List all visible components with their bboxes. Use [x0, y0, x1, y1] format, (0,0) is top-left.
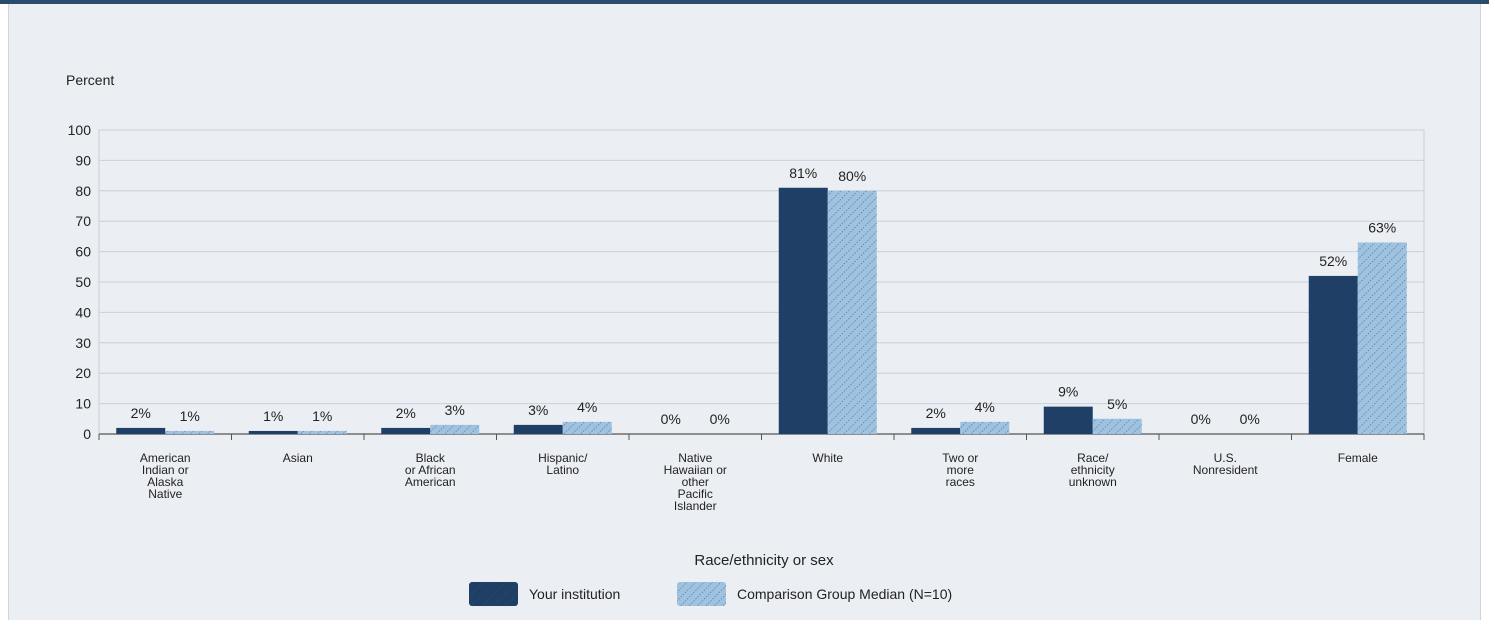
- bar-your-institution: [911, 427, 961, 434]
- value-label-comparison-median: 1%: [312, 408, 332, 424]
- bar-your-institution: [778, 187, 828, 434]
- bar-comparison-median: [297, 430, 347, 434]
- x-category-label: Hispanic/Latino: [538, 451, 588, 477]
- y-tick-label: 40: [75, 304, 91, 320]
- x-category-label: American Indian or Alaska Native: [140, 451, 191, 501]
- legend-label-comparison-group: Comparison Group Median (N=10): [737, 586, 952, 602]
- value-label-comparison-median: 1%: [180, 408, 200, 424]
- legend-label-your-institution: Your institution: [529, 586, 620, 602]
- bar-your-institution: [513, 424, 563, 434]
- bar-comparison-median: [165, 430, 215, 434]
- y-tick-label: 20: [75, 365, 91, 381]
- bar-comparison-median: [827, 190, 877, 434]
- x-axis-title: Race/ethnicity or sex: [694, 552, 834, 569]
- value-label-your-institution: 81%: [789, 165, 817, 181]
- legend-swatch-comparison-group: [677, 582, 726, 606]
- bar-your-institution: [1308, 275, 1358, 434]
- bar-comparison-median: [1092, 418, 1142, 434]
- x-category-label: Black or African American: [405, 451, 456, 489]
- x-category-label: Asian: [283, 451, 313, 465]
- x-category-label: Native Hawaiian or other Pacific Islander: [664, 451, 727, 513]
- legend: Your institution Comparison Group Median…: [469, 582, 952, 606]
- top-accent-bar: [0, 0, 1489, 4]
- value-label-your-institution: 3%: [528, 402, 548, 418]
- bar-your-institution: [116, 427, 166, 434]
- y-tick-label: 0: [83, 426, 91, 442]
- x-category-label: Race/ethnicity unknown: [1069, 451, 1117, 489]
- bar-chart: Percent 0 10 20 30 40 50 60 70 80 90 100 2% 1% 1% 1% 2…: [66, 72, 1425, 606]
- value-label-comparison-median: 4%: [975, 399, 995, 415]
- value-label-comparison-median: 4%: [577, 399, 597, 415]
- bar-your-institution: [381, 427, 431, 434]
- value-label-your-institution: 2%: [131, 405, 151, 421]
- bar-comparison-median: [960, 421, 1010, 434]
- x-category-label: U.S. Nonresident: [1193, 451, 1258, 477]
- value-label-your-institution: 0%: [661, 411, 681, 427]
- y-tick-label: 50: [75, 274, 91, 290]
- bar-comparison-median: [1357, 242, 1407, 434]
- y-tick-label: 30: [75, 335, 91, 351]
- value-label-your-institution: 9%: [1058, 384, 1078, 400]
- y-tick-label: 90: [75, 152, 91, 168]
- value-label-your-institution: 2%: [926, 405, 946, 421]
- bar-comparison-median: [562, 421, 612, 434]
- x-category-label: Two or more races: [942, 451, 978, 489]
- y-tick-label: 100: [68, 122, 92, 138]
- value-label-comparison-median: 0%: [1240, 411, 1260, 427]
- bar-your-institution: [248, 430, 298, 434]
- bar-comparison-median: [430, 424, 480, 434]
- bar-your-institution: [1043, 406, 1093, 434]
- y-axis-label: Percent: [66, 72, 114, 88]
- y-tick-label: 10: [75, 396, 91, 412]
- value-label-your-institution: 1%: [263, 408, 283, 424]
- value-label-your-institution: 2%: [396, 405, 416, 421]
- value-label-comparison-median: 5%: [1107, 396, 1127, 412]
- value-label-comparison-median: 3%: [445, 402, 465, 418]
- x-category-label: Female: [1338, 451, 1378, 465]
- x-category-label: White: [812, 451, 843, 465]
- y-tick-label: 70: [75, 213, 91, 229]
- legend-swatch-your-institution: [469, 582, 518, 606]
- value-label-comparison-median: 80%: [838, 168, 866, 184]
- value-label-comparison-median: 63%: [1368, 219, 1396, 235]
- value-label-your-institution: 52%: [1319, 253, 1347, 269]
- y-tick-label: 60: [75, 244, 91, 260]
- y-tick-label: 80: [75, 183, 91, 199]
- chart-panel: Percent 0 10 20 30 40 50 60 70 80 90 100 2% 1% 1% 1% 2…: [8, 4, 1481, 620]
- value-label-your-institution: 0%: [1191, 411, 1211, 427]
- value-label-comparison-median: 0%: [710, 411, 730, 427]
